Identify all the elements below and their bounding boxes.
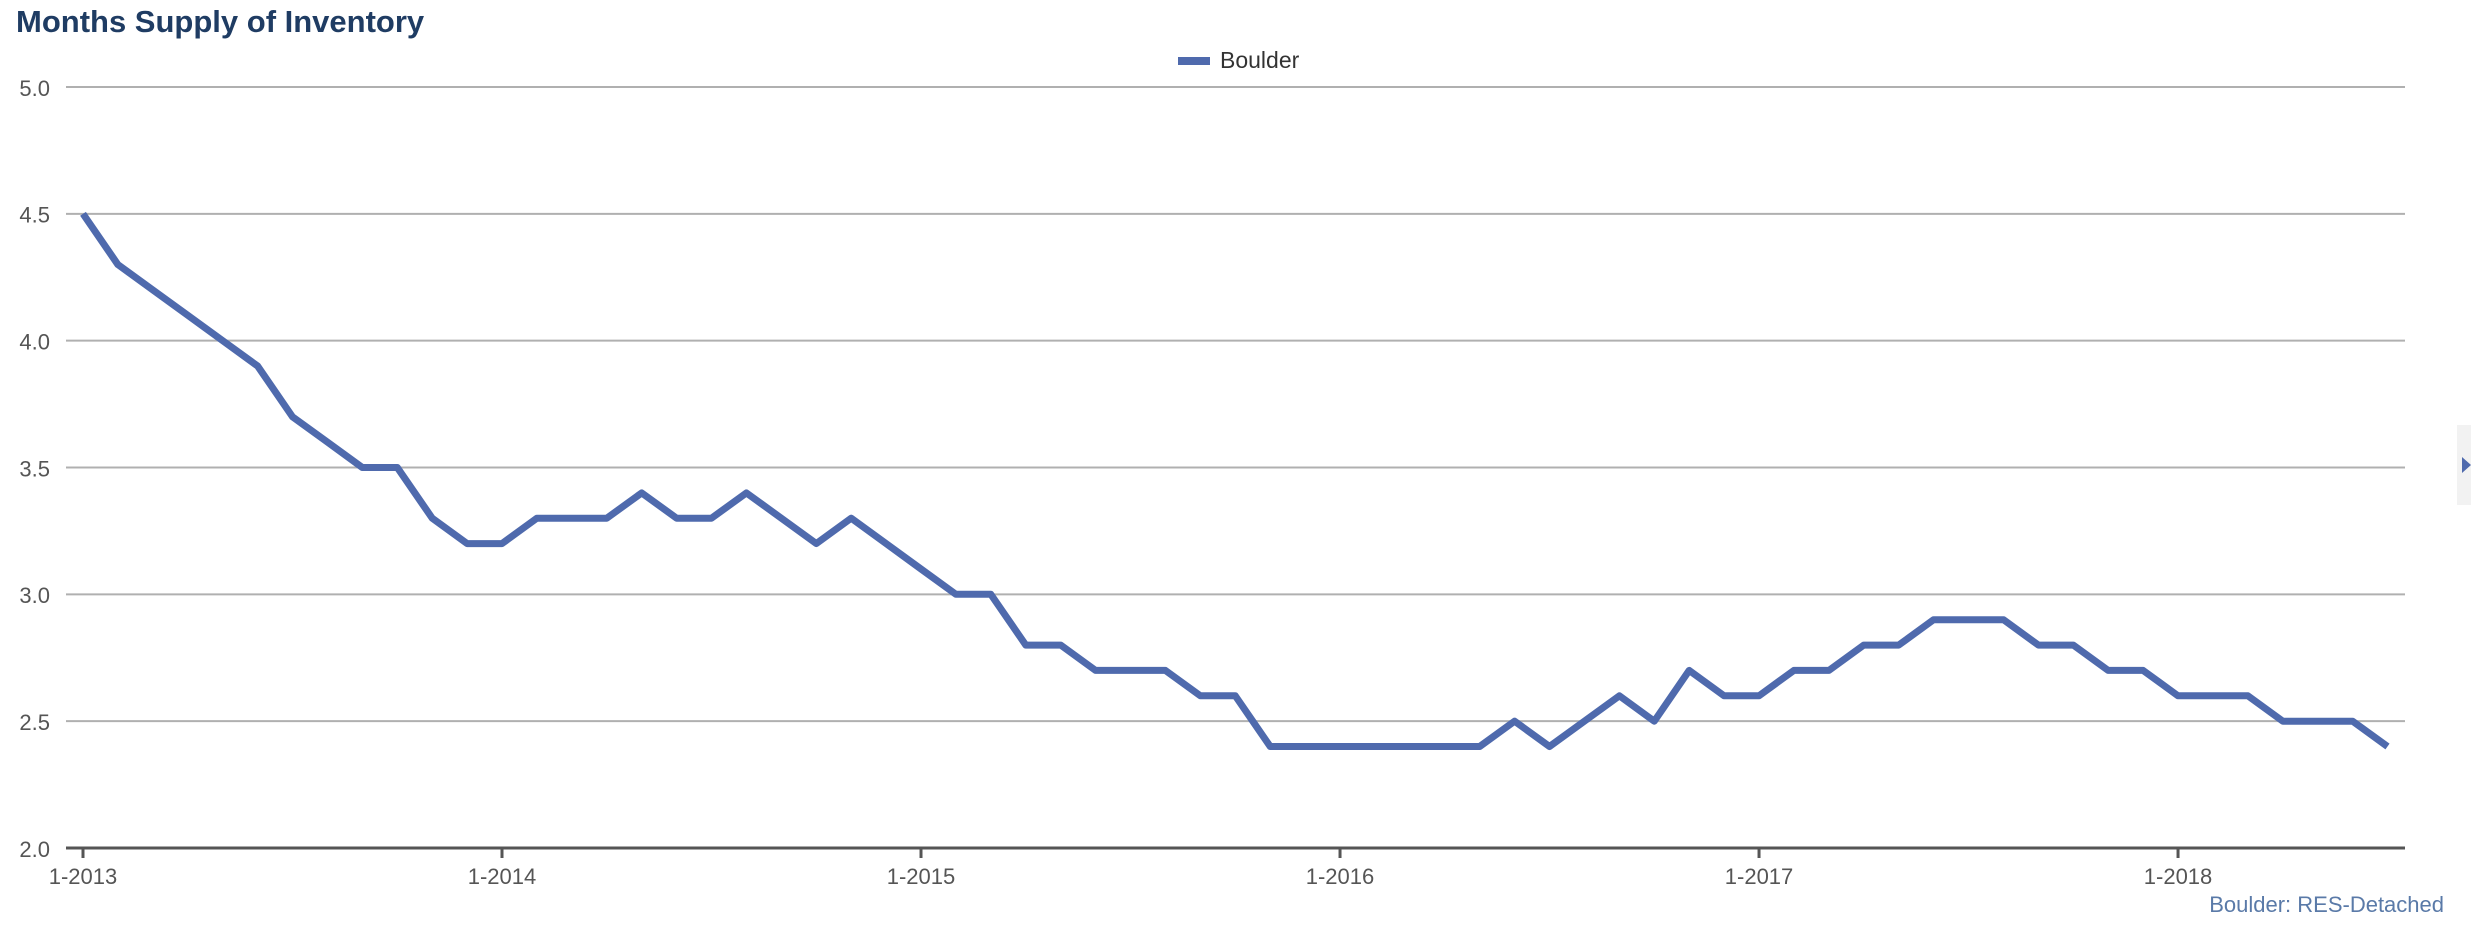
y-tick-label: 3.5 bbox=[19, 456, 50, 481]
y-tick-label: 4.5 bbox=[19, 203, 50, 228]
legend-label: Boulder bbox=[1220, 47, 1300, 73]
legend-swatch bbox=[1178, 57, 1210, 65]
data-line bbox=[80, 211, 2390, 750]
x-tick-label: 1-2013 bbox=[49, 864, 118, 889]
y-tick-label: 4.0 bbox=[19, 329, 50, 354]
chart-title: Months Supply of Inventory bbox=[16, 4, 425, 39]
source-note: Boulder: RES-Detached bbox=[2209, 892, 2444, 917]
y-tick-label: 2.5 bbox=[19, 710, 50, 735]
y-tick-label: 5.0 bbox=[19, 76, 50, 101]
y-tick-label: 3.0 bbox=[19, 583, 50, 608]
x-tick-label: 1-2014 bbox=[468, 864, 537, 889]
x-tick-label: 1-2016 bbox=[1306, 864, 1375, 889]
x-tick-label: 1-2018 bbox=[2144, 864, 2213, 889]
side-tab-arrow[interactable] bbox=[2462, 457, 2471, 473]
x-tick-label: 1-2017 bbox=[1725, 864, 1794, 889]
y-tick-label: 2.0 bbox=[19, 837, 50, 862]
x-tick-label: 1-2015 bbox=[887, 864, 956, 889]
